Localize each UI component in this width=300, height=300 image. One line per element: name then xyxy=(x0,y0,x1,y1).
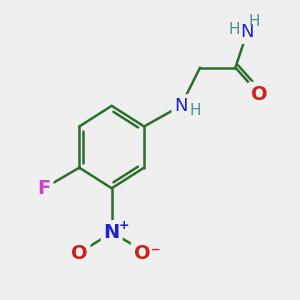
Text: H: H xyxy=(190,103,201,118)
Text: H: H xyxy=(249,14,260,29)
Text: H: H xyxy=(190,103,201,118)
Text: N: N xyxy=(174,97,188,115)
Text: O: O xyxy=(250,85,267,104)
Text: F: F xyxy=(38,179,51,198)
Text: H: H xyxy=(228,22,240,37)
Text: O: O xyxy=(250,85,267,104)
Text: N: N xyxy=(240,23,254,41)
Text: +: + xyxy=(118,219,129,232)
Text: N: N xyxy=(174,97,188,115)
Text: O⁻: O⁻ xyxy=(134,244,161,262)
Text: N: N xyxy=(103,223,120,242)
Text: H: H xyxy=(249,14,260,29)
Text: +: + xyxy=(118,219,129,232)
Text: O: O xyxy=(71,244,88,262)
Text: O⁻: O⁻ xyxy=(134,244,161,262)
Text: F: F xyxy=(38,179,51,198)
Text: H: H xyxy=(228,22,240,37)
Text: N: N xyxy=(103,223,120,242)
Text: O: O xyxy=(71,244,88,262)
Text: N: N xyxy=(240,23,254,41)
